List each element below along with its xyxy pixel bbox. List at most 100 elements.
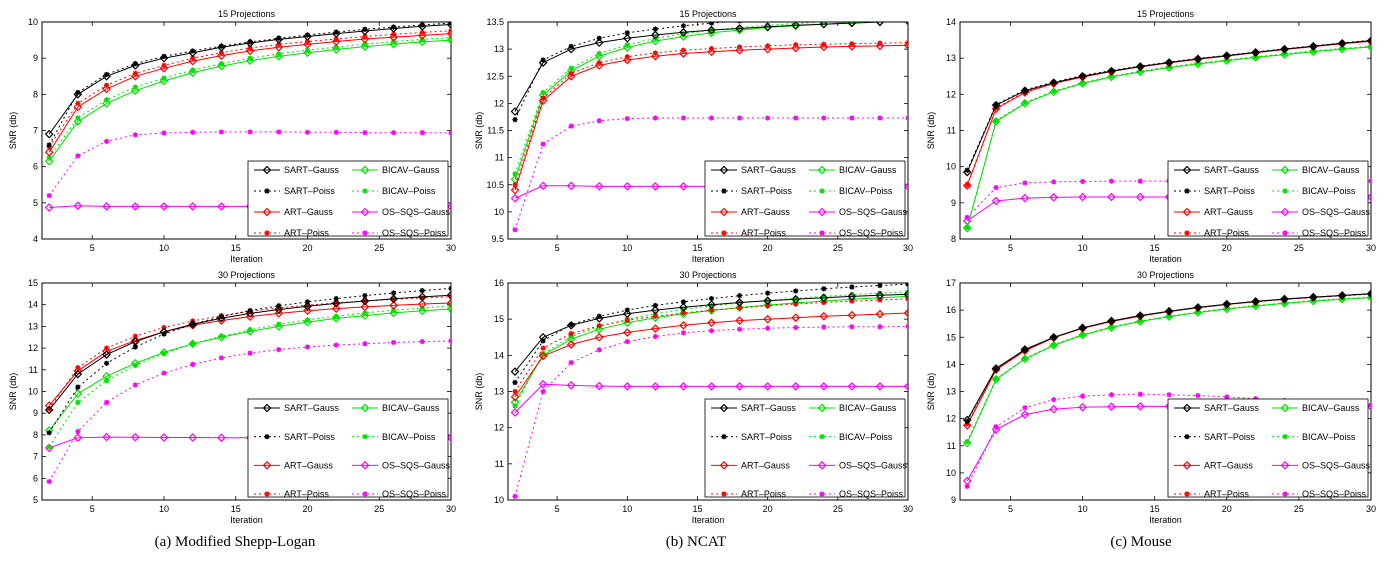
legend-box: [704, 398, 906, 498]
data-point: [821, 286, 827, 292]
x-tick-label: 30: [446, 243, 456, 253]
y-tick-label: 9: [951, 198, 956, 208]
data-point: [331, 45, 341, 54]
data-point: [652, 115, 658, 121]
data-point: [736, 293, 743, 299]
series-line-os-sqs-poiss: [514, 325, 908, 497]
data-point: [417, 37, 427, 47]
y-tick-label: 11: [29, 365, 38, 375]
data-point: [333, 313, 339, 319]
data-point: [735, 298, 744, 307]
data-point: [679, 27, 688, 37]
data-point: [130, 61, 140, 70]
series-line-bicav-gauss: [966, 297, 1371, 444]
y-tick-label: 8: [951, 234, 956, 244]
data-point: [1337, 291, 1347, 300]
x-tick-label: 25: [833, 504, 843, 514]
data-point: [1049, 193, 1059, 202]
x-tick-label: 15: [231, 504, 241, 514]
data-point: [1051, 179, 1057, 185]
y-tick-label: 11: [947, 441, 956, 451]
data-point: [390, 290, 397, 296]
data-point: [793, 288, 799, 294]
data-point: [540, 388, 546, 395]
series-sart-gauss: [510, 289, 908, 376]
data-point: [132, 60, 138, 67]
data-point: [847, 310, 857, 320]
x-tick-label: 5: [90, 243, 95, 253]
data-point: [1079, 331, 1086, 338]
data-point: [596, 118, 602, 124]
data-point: [651, 36, 660, 46]
data-point: [566, 320, 576, 330]
data-point: [847, 22, 857, 28]
data-point: [964, 418, 970, 424]
data-point: [877, 283, 883, 289]
data-point: [1135, 62, 1145, 71]
x-tick-label: 10: [622, 243, 632, 253]
y-tick-label: 6: [33, 162, 38, 172]
data-point: [448, 130, 451, 136]
legend-entry-bicav-poiss: BICAV–Poiss: [382, 432, 436, 442]
data-point: [538, 351, 548, 361]
data-point: [821, 299, 827, 306]
data-point: [596, 313, 602, 319]
plot-6: 5 10 15 20 25 30 9 10 11 12 13 14 15 16 17 30 Projectio…: [926, 270, 1376, 525]
data-point: [1368, 178, 1371, 184]
data-point: [1195, 392, 1201, 399]
y-tick-label: 15: [28, 278, 38, 288]
data-point: [75, 384, 81, 390]
data-point: [512, 388, 518, 395]
data-point: [680, 310, 687, 316]
data-point: [190, 129, 196, 135]
data-point: [1022, 355, 1028, 362]
plot-title: 15 Projections: [679, 9, 737, 19]
data-point: [594, 61, 604, 70]
series-sart-gauss: [962, 289, 1371, 425]
data-point: [1366, 289, 1371, 299]
legend-marker: [819, 491, 825, 497]
data-point: [594, 324, 604, 334]
x-tick-label: 5: [90, 504, 95, 514]
legend-entry-sart-gauss: SART–Gauss: [1204, 165, 1259, 175]
data-point: [763, 44, 772, 54]
data-point: [217, 202, 226, 211]
data-point: [680, 299, 687, 305]
y-tick-label: 13: [946, 53, 956, 63]
data-point: [964, 439, 970, 445]
series-line-sart-gauss: [48, 24, 451, 135]
data-point: [993, 101, 999, 108]
data-point: [1337, 294, 1347, 304]
data-point: [159, 76, 169, 86]
data-point: [360, 26, 370, 36]
legend-marker: [817, 403, 827, 413]
data-point: [390, 24, 397, 30]
series-line-sart-gauss: [966, 293, 1371, 421]
data-point: [276, 35, 282, 41]
data-point: [765, 22, 771, 28]
data-point: [566, 381, 576, 390]
series-line-os-sqs-poiss: [966, 180, 1371, 218]
plot-2: 5 10 15 20 25 30 9.5 10 10.5 11 11.5 12 12.5 13 13.5 15…: [474, 9, 913, 264]
data-point: [73, 201, 83, 211]
x-tick-label: 30: [1366, 504, 1376, 514]
data-point: [512, 379, 518, 386]
legend-entry-sart-poiss: SART–Poiss: [741, 186, 792, 196]
x-tick-label: 20: [763, 243, 773, 253]
legend-entry-os-sqs-gauss: OS–SQS–Gauss: [382, 461, 451, 471]
x-tick-label: 15: [692, 504, 702, 514]
data-point: [791, 22, 801, 30]
legend-marker: [1282, 434, 1288, 440]
data-point: [218, 60, 224, 67]
data-point: [847, 292, 857, 301]
data-point: [651, 382, 660, 391]
data-point: [735, 24, 744, 33]
data-point: [417, 299, 427, 309]
data-point: [1108, 67, 1115, 74]
y-tick-label: 12: [946, 89, 956, 99]
data-point: [791, 313, 801, 323]
data-point: [217, 61, 226, 71]
data-point: [1022, 100, 1028, 106]
data-point: [161, 331, 167, 337]
